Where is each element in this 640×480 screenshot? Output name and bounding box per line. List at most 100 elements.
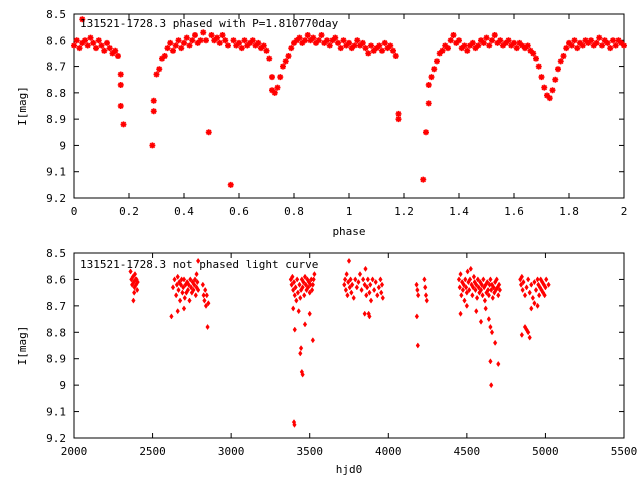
data-point: [458, 271, 463, 278]
data-point: [479, 281, 484, 288]
data-point: [579, 42, 586, 49]
data-point: [450, 32, 457, 39]
data-point: [420, 176, 427, 183]
data-point: [292, 421, 297, 428]
data-point: [98, 42, 105, 49]
data-point: [496, 292, 501, 299]
data-point: [204, 292, 209, 299]
data-point: [307, 37, 314, 44]
data-point: [381, 39, 388, 46]
y-tick-label: 8.8: [46, 87, 66, 100]
data-point: [373, 279, 378, 286]
data-point: [313, 39, 319, 46]
data-point: [537, 292, 542, 299]
data-point: [337, 45, 344, 52]
data-point: [621, 42, 627, 49]
data-point: [372, 286, 377, 294]
data-point: [297, 281, 302, 288]
data-point: [478, 37, 484, 44]
data-point: [188, 276, 193, 283]
data-point: [463, 276, 468, 283]
data-point: [496, 281, 502, 288]
data-point: [392, 53, 399, 60]
data-point: [494, 39, 501, 46]
data-point: [458, 45, 465, 52]
data-point: [150, 108, 157, 115]
data-point: [255, 39, 262, 46]
data-point: [364, 284, 370, 291]
data-point: [436, 50, 443, 57]
data-point: [414, 281, 419, 288]
data-point: [519, 42, 526, 49]
data-point: [205, 129, 212, 136]
x-tick-label: 3000: [218, 445, 245, 458]
data-point: [208, 32, 215, 39]
data-point: [269, 74, 275, 81]
data-point: [522, 45, 528, 52]
data-point: [185, 286, 191, 294]
data-point: [464, 47, 471, 54]
data-point: [488, 323, 493, 331]
data-point: [535, 276, 540, 283]
data-point: [177, 297, 183, 304]
data-point: [71, 42, 77, 49]
data-point: [192, 276, 198, 283]
data-point: [486, 292, 491, 299]
data-point: [302, 273, 308, 280]
data-point: [289, 281, 294, 288]
data-point: [502, 39, 509, 46]
data-point: [368, 42, 374, 49]
data-point: [230, 37, 237, 44]
data-point: [349, 289, 354, 296]
data-point: [169, 313, 174, 320]
data-point: [120, 121, 127, 128]
data-point: [467, 286, 472, 294]
data-point: [481, 276, 486, 283]
data-point: [315, 37, 322, 44]
data-point: [294, 297, 299, 304]
data-point: [206, 300, 211, 307]
data-point: [577, 39, 583, 46]
data-point: [489, 329, 495, 336]
data-point: [445, 45, 451, 52]
data-point: [511, 39, 517, 46]
x-axis-label: hjd0: [336, 463, 363, 476]
data-point: [277, 74, 284, 81]
data-point: [535, 302, 540, 309]
data-point: [378, 276, 383, 283]
chart-title: 131521-1728.3 phased with P=1.810770day: [80, 17, 339, 30]
data-point: [474, 308, 479, 315]
data-point: [442, 42, 449, 49]
data-point: [307, 310, 312, 317]
x-tick-label: 0: [71, 205, 78, 218]
data-point: [159, 55, 165, 62]
data-point: [197, 37, 204, 44]
data-point: [508, 42, 515, 49]
x-tick-label: 5000: [532, 445, 559, 458]
data-point: [302, 321, 308, 328]
data-point: [362, 281, 367, 288]
data-point: [175, 308, 180, 315]
data-point: [310, 337, 315, 344]
x-tick-label: 0.2: [119, 205, 139, 218]
y-tick-label: 8.9: [46, 353, 66, 366]
data-point: [456, 37, 462, 44]
data-point: [478, 286, 484, 294]
data-point: [288, 45, 295, 52]
data-point: [464, 302, 469, 309]
data-point: [415, 286, 420, 294]
data-point: [490, 294, 495, 301]
x-tick-label: 0.6: [229, 205, 249, 218]
data-point: [350, 281, 355, 288]
data-point: [367, 313, 372, 320]
data-point: [326, 42, 333, 49]
data-point: [486, 42, 493, 49]
data-point: [380, 294, 385, 301]
unphased-light-curve-chart: 2000 2500 3000 3500 4000 4500 5000 5500 8.5 8.6 8.…: [16, 247, 637, 476]
data-point: [524, 284, 529, 291]
y-tick-label: 9.2: [46, 192, 66, 205]
data-point: [302, 292, 307, 299]
data-point: [476, 284, 481, 291]
data-point: [174, 281, 180, 288]
data-point: [549, 87, 556, 94]
